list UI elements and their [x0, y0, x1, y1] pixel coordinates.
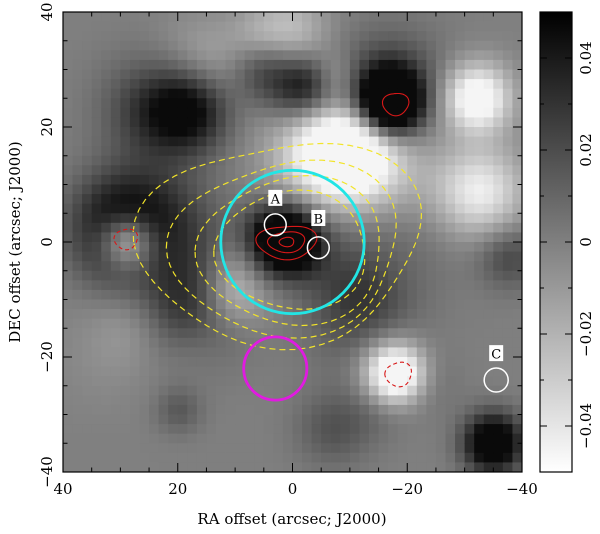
- source-label-bg-c: [489, 345, 504, 362]
- circle-b: [306, 236, 330, 260]
- source-labels: A B C: [268, 189, 504, 363]
- red-contour-4: [113, 228, 139, 251]
- axis-tick-labels: 40 20 0 −20 −40 −40 −20 0 20 40: [38, 2, 538, 498]
- y-tick-label: −20: [38, 341, 56, 373]
- red-contour-2: [278, 236, 295, 248]
- circle-cyan: [219, 168, 366, 316]
- source-label-bg-a: [268, 189, 283, 206]
- source-label-bg-b: [311, 210, 326, 226]
- colorbar-ticks: [540, 11, 572, 473]
- x-tick-label: −40: [506, 480, 538, 498]
- circle-a: [263, 213, 287, 237]
- heatmap-image: [63, 12, 522, 472]
- red-contour-3: [381, 92, 410, 117]
- colorbar-tick-label: 0.04: [577, 41, 595, 74]
- yellow-contour-2: [194, 174, 380, 327]
- y-tick-label: 20: [38, 117, 56, 136]
- axis-ticks: [62, 11, 523, 473]
- colorbar-tick-labels: −0.04 −0.02 0 0.02 0.04: [577, 41, 595, 449]
- yellow-contour-0: [132, 142, 423, 351]
- colorbar-tick-label: 0: [577, 237, 595, 247]
- colorbar-tick-label: 0.02: [577, 133, 595, 166]
- colorbar-tick-label: −0.04: [577, 403, 595, 449]
- x-tick-label: −20: [391, 480, 423, 498]
- circle-magenta: [242, 335, 309, 402]
- red-contour-0: [255, 225, 318, 261]
- source-circles: [219, 168, 509, 402]
- x-axis-title: RA offset (arcsec; J2000): [197, 510, 386, 528]
- source-label-a: A: [270, 192, 281, 207]
- yellow-contour-1: [165, 159, 397, 339]
- colorbar-tick-label: −0.02: [577, 311, 595, 357]
- source-label-b: B: [314, 213, 324, 228]
- x-tick-label: 0: [288, 480, 298, 498]
- red-contours: [113, 92, 412, 388]
- y-tick-label: 0: [38, 237, 56, 247]
- red-contour-1: [266, 231, 306, 254]
- x-tick-label: 40: [53, 480, 72, 498]
- circle-c: [483, 367, 509, 393]
- y-tick-label: −40: [38, 456, 56, 488]
- y-axis-title: DEC offset (arcsec; J2000): [6, 141, 24, 342]
- x-tick-label: 20: [168, 480, 187, 498]
- y-tick-label: 40: [38, 2, 56, 21]
- source-label-c: C: [491, 348, 501, 363]
